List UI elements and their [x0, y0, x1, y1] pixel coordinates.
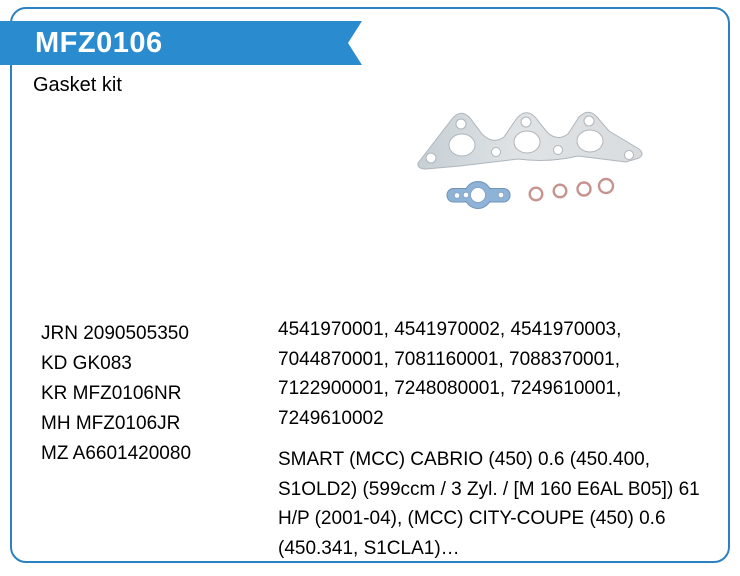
- vehicle-applications-text: SMART (MCC) CABRIO (450) 0.6 (450.400, S…: [278, 449, 700, 559]
- exhaust-manifold-gasket-icon: [417, 111, 643, 170]
- cross-reference-item: MZ A6601420080: [41, 443, 192, 464]
- turbo-mounting-plate-gasket-icon: [446, 181, 511, 209]
- cross-reference-item: KD GK083: [41, 353, 132, 374]
- product-type-label: Gasket kit: [33, 74, 122, 96]
- o-ring-icon: [552, 183, 568, 199]
- cross-reference-item: KR MFZ0106NR: [41, 383, 182, 404]
- part-number-ribbon: MFZ0106: [0, 21, 362, 65]
- product-photo: [417, 111, 643, 209]
- o-ring-icon: [528, 186, 544, 202]
- o-ring-icon: [597, 177, 615, 195]
- cross-reference-item: JRN 2090505350: [41, 323, 189, 344]
- cross-reference-item: MH MFZ0106JR: [41, 413, 181, 434]
- card-border: [10, 7, 730, 563]
- cross-reference-list: JRN 2090505350 KD GK083 KR MFZ0106NR MH …: [41, 319, 266, 469]
- oem-numbers-text: 4541970001, 4541970002, 4541970003, 7044…: [278, 319, 622, 429]
- details-column: 4541970001, 4541970002, 4541970003, 7044…: [278, 315, 710, 563]
- o-ring-icon: [576, 181, 592, 197]
- part-number-label: MFZ0106: [35, 27, 163, 59]
